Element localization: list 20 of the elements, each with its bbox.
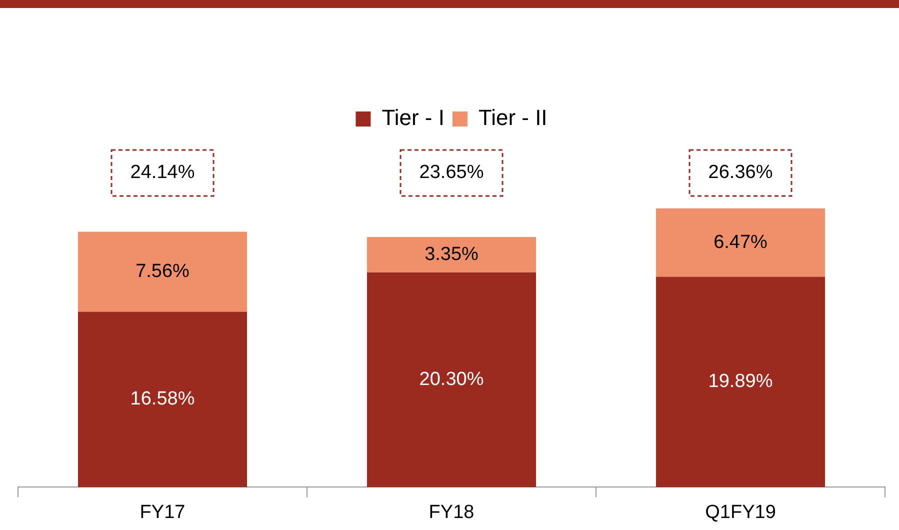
data-label: 6.47% xyxy=(714,232,768,253)
total-label: 26.36% xyxy=(708,162,773,184)
data-label: 16.58% xyxy=(130,388,195,410)
bar xyxy=(78,312,248,488)
x-tick-label: FY18 xyxy=(428,502,474,523)
legend-label: Tier - II xyxy=(478,105,548,130)
data-label: 20.30% xyxy=(419,369,484,390)
x-tick-label: Q1FY19 xyxy=(705,502,776,523)
bar xyxy=(366,236,536,272)
total-label: 23.65% xyxy=(419,162,484,184)
bar xyxy=(656,276,826,488)
data-label: 7.56% xyxy=(136,261,190,282)
x-tick-label: FY17 xyxy=(140,502,186,523)
data-label: 3.35% xyxy=(424,244,479,265)
bar xyxy=(78,232,248,312)
total-label: 24.14% xyxy=(130,162,195,184)
data-label: 19.89% xyxy=(708,371,773,392)
bar xyxy=(366,272,536,488)
legend-label: Tier - I xyxy=(382,105,444,130)
bar xyxy=(656,208,826,277)
